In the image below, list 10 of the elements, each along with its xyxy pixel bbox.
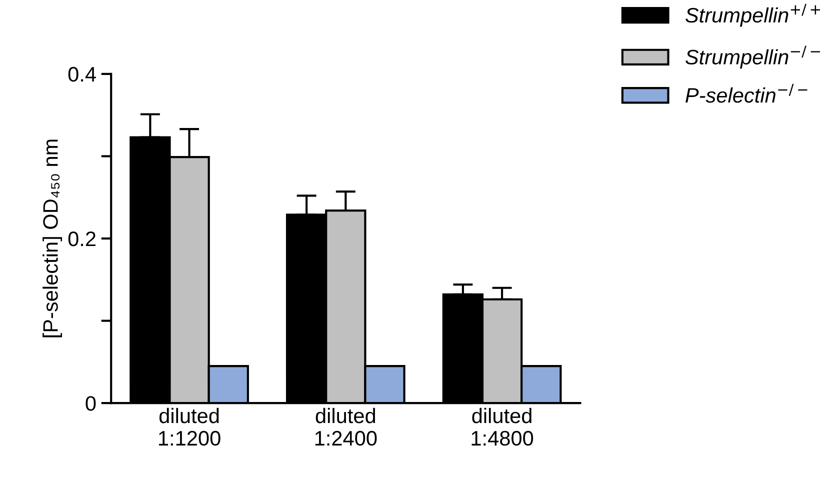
y-tick-label: 0.4: [68, 66, 96, 82]
x-tick-label: diluted 1:2400: [315, 408, 377, 446]
y-tick-label: 0.2: [68, 232, 96, 246]
y-tick-label: 0: [86, 396, 96, 411]
legend-label: Strumpellin$^{−/−}$: [686, 46, 820, 69]
y-axis-title: [P-selectin] OD₄₅₀ nm: [42, 140, 62, 338]
x-tick-label: diluted 1:1200: [159, 408, 220, 446]
legend-label: P-selectin$^{−/−}$: [686, 84, 808, 103]
x-tick-label: diluted 1:4800: [472, 408, 534, 446]
legend-label: Strumpellin$^{+/+}$: [686, 4, 820, 27]
